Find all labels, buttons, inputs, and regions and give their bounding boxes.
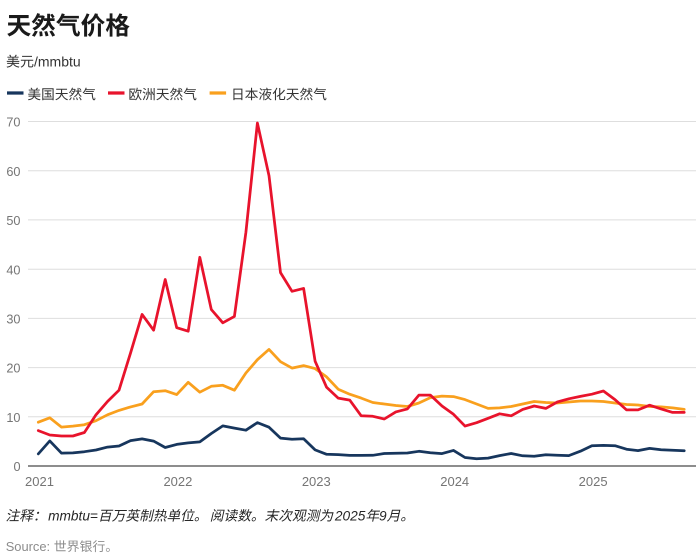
svg-text:/mmbtu: /mmbtu xyxy=(34,54,81,70)
svg-text:9: 9 xyxy=(379,509,387,524)
svg-text:30: 30 xyxy=(6,313,20,327)
svg-text:2025: 2025 xyxy=(334,509,366,524)
svg-text:Source:: Source: xyxy=(6,539,50,554)
svg-text:2025: 2025 xyxy=(579,474,608,489)
svg-text:70: 70 xyxy=(6,116,20,130)
svg-text:2024: 2024 xyxy=(440,474,469,489)
svg-text:10: 10 xyxy=(6,411,20,425)
svg-text:2022: 2022 xyxy=(163,474,192,489)
svg-text:40: 40 xyxy=(6,263,20,277)
svg-text:0: 0 xyxy=(13,460,20,474)
svg-text:2023: 2023 xyxy=(302,474,331,489)
svg-text:2021: 2021 xyxy=(25,474,54,489)
svg-text:mmbtu=: mmbtu= xyxy=(48,509,98,524)
svg-text:20: 20 xyxy=(6,362,20,376)
svg-text:50: 50 xyxy=(6,214,20,228)
svg-text:60: 60 xyxy=(6,165,20,179)
